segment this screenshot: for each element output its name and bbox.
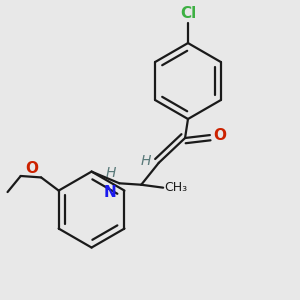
Text: N: N xyxy=(104,185,116,200)
Text: CH₃: CH₃ xyxy=(165,181,188,194)
Text: O: O xyxy=(25,161,38,176)
Text: Cl: Cl xyxy=(180,6,196,21)
Text: H: H xyxy=(141,154,152,168)
Text: H: H xyxy=(106,167,116,180)
Text: O: O xyxy=(214,128,227,142)
